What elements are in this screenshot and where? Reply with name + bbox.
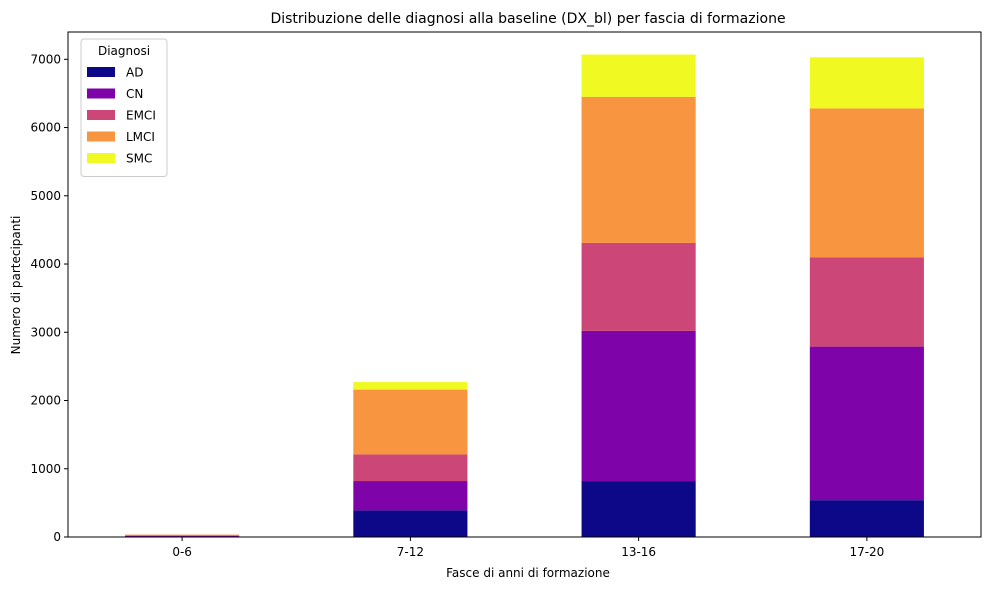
bar-cn-17-20 — [809, 346, 924, 501]
y-tick-label: 2000 — [30, 394, 61, 408]
x-tick-label: 13-16 — [621, 545, 656, 559]
y-axis: 0 1000 2000 3000 4000 5000 6000 7000 — [30, 52, 68, 544]
bar-cn-13-16 — [581, 330, 696, 482]
bar-ad-7-12 — [353, 510, 468, 537]
x-tick-label: 7-12 — [397, 545, 424, 559]
x-axis-label: Fasce di anni di formazione — [446, 566, 610, 580]
bar-emci-13-16 — [581, 242, 696, 331]
bar-emci-0-6 — [125, 535, 240, 536]
bar-cn-7-12 — [353, 481, 468, 511]
bar-emci-17-20 — [809, 257, 924, 347]
y-tick-label: 1000 — [30, 462, 61, 476]
bar-lmci-13-16 — [581, 96, 696, 243]
legend-swatch-smc — [87, 153, 115, 163]
y-tick-label: 0 — [53, 530, 61, 544]
x-tick-label: 0-6 — [172, 545, 192, 559]
plot-frame — [67, 31, 982, 538]
legend-label-ad: AD — [126, 66, 143, 80]
y-tick-label: 7000 — [30, 52, 61, 66]
chart-title: Distribuzione delle diagnosi alla baseli… — [270, 11, 785, 27]
bar-ad-17-20 — [809, 500, 924, 537]
bar-emci-7-12 — [353, 454, 468, 482]
x-tick-label: 17-20 — [849, 545, 884, 559]
x-axis: 0-6 7-12 13-16 17-20 — [172, 537, 884, 559]
legend-swatch-lmci — [87, 131, 115, 142]
bar-lmci-7-12 — [353, 389, 468, 455]
bar-lmci-0-6 — [125, 534, 240, 536]
y-axis-label: Numero di partecipanti — [9, 216, 23, 355]
legend-label-emci: EMCI — [126, 109, 156, 123]
bar-smc-17-20 — [809, 57, 924, 109]
legend-swatch-ad — [87, 67, 115, 77]
legend: Diagnosi AD CN EMCI LMCI SMC — [80, 38, 168, 177]
y-tick-label: 6000 — [30, 121, 61, 135]
bar-smc-7-12 — [353, 382, 468, 390]
legend-label-cn: CN — [126, 87, 143, 101]
y-tick-label: 4000 — [30, 257, 61, 271]
legend-swatch-emci — [87, 110, 115, 120]
legend-label-lmci: LMCI — [126, 130, 155, 144]
bar-cn-0-6 — [125, 535, 240, 537]
y-tick-label: 5000 — [30, 189, 61, 203]
legend-label-smc: SMC — [126, 152, 152, 166]
bar-smc-13-16 — [581, 54, 696, 97]
bars-group — [125, 54, 924, 537]
bar-ad-13-16 — [581, 481, 696, 537]
legend-title: Diagnosi — [98, 44, 150, 58]
y-tick-label: 3000 — [30, 325, 61, 339]
bar-lmci-17-20 — [809, 108, 924, 258]
legend-swatch-cn — [87, 88, 115, 99]
